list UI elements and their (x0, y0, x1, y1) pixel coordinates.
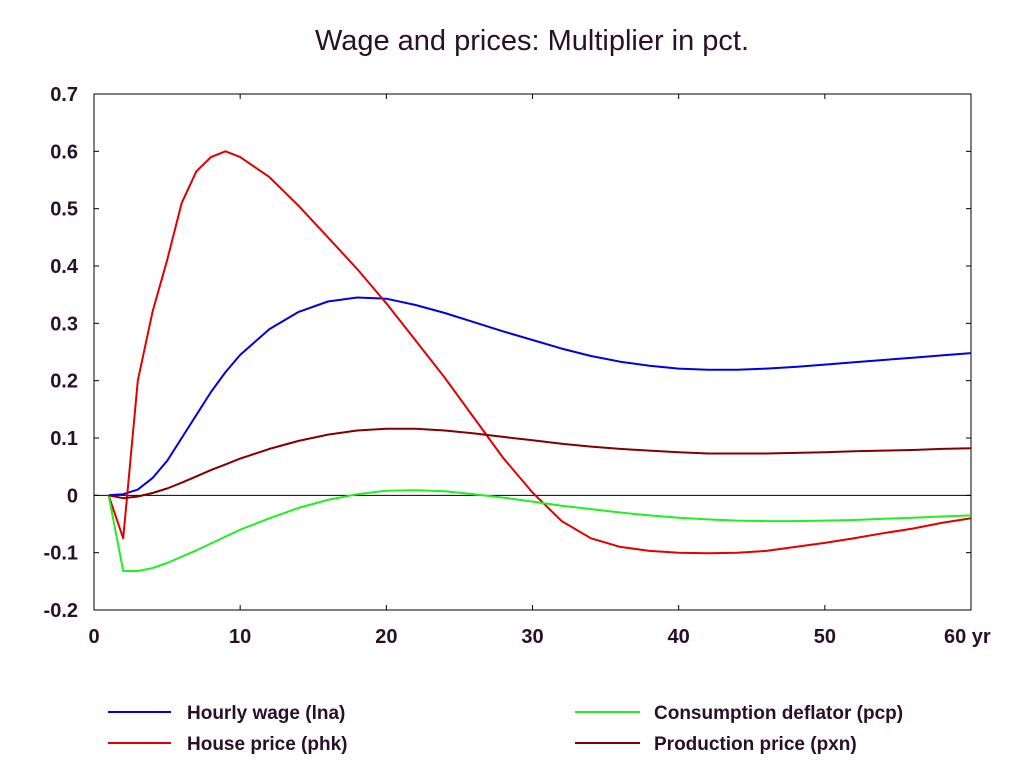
y-tick-label: -0.2 (44, 600, 78, 622)
chart-legend: Hourly wage (lna) House price (phk) Consum… (108, 703, 903, 755)
legend-label: Consumption deflator (pcp) (654, 703, 903, 724)
legend-label: House price (phk) (187, 734, 347, 755)
x-tick-label: 50 (814, 626, 836, 648)
y-tick-label: 0.2 (50, 371, 78, 393)
x-tick-label: 10 (229, 626, 251, 648)
y-tick-label: 0.7 (50, 84, 78, 106)
y-tick-label: -0.1 (44, 543, 78, 565)
plot-frame (93, 93, 972, 611)
series-line (108, 427, 972, 500)
legend-label: Hourly wage (lna) (187, 703, 345, 724)
plot-axes (93, 93, 972, 611)
y-tick-label: 0.3 (50, 313, 78, 335)
y-tick-label: 0 (67, 485, 78, 507)
y-tick-label: 0.5 (50, 199, 78, 221)
chart-title: Wage and prices: Multiplier in pct. (315, 25, 749, 57)
axis-ticks: 0.7 0.6 0.5 0.4 0.3 0.2 0.1 0 -0.1 -0.2 0 10 20 30 40 5… (44, 84, 991, 648)
y-tick-label: 0.6 (50, 141, 78, 163)
series-line (107, 150, 972, 555)
x-tick-label: 40 (668, 626, 690, 648)
series-line (107, 489, 972, 572)
y-tick-label: 0.4 (50, 256, 79, 278)
legend-label: Production price (pxn) (654, 734, 857, 755)
x-tick-label: 20 (375, 626, 397, 648)
y-tick-label: 0.1 (50, 428, 78, 450)
x-tick-label: 30 (521, 626, 543, 648)
series-line (108, 296, 972, 497)
x-tick-label: 60 yr (944, 626, 991, 648)
x-tick-label: 0 (88, 626, 99, 648)
series-lines (107, 150, 972, 572)
